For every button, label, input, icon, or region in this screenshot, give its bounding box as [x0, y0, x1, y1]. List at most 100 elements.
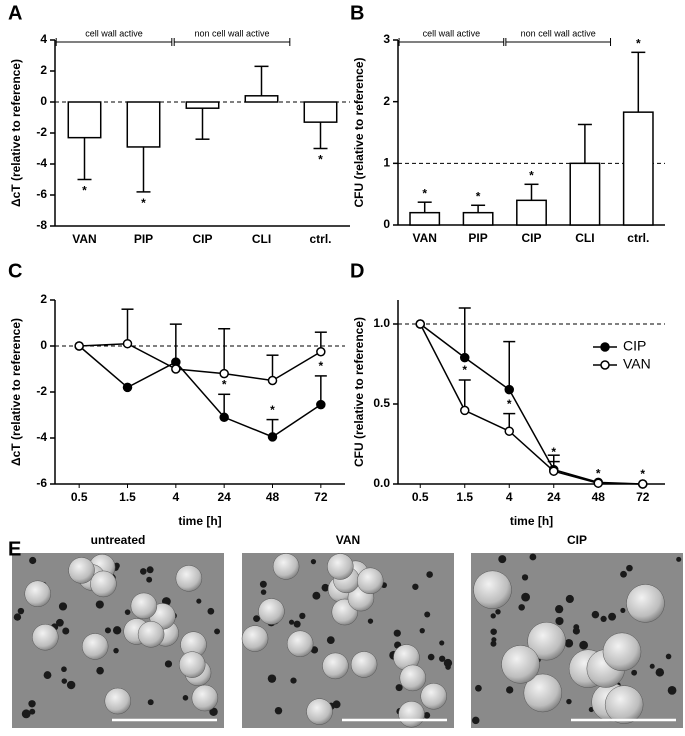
legend-label: VAN [623, 356, 651, 372]
x-tick-label: 0.5 [71, 490, 88, 504]
bar [569, 162, 601, 226]
cell [137, 621, 165, 648]
x-tick-label: CLI [252, 232, 271, 246]
pore [620, 570, 627, 578]
pore [112, 626, 122, 635]
cell [68, 557, 95, 584]
pore [43, 671, 52, 679]
marker [504, 384, 514, 395]
x-tick-label: CLI [575, 231, 594, 245]
y-tick-label: -6 [36, 187, 47, 201]
pore [472, 716, 480, 725]
significance: * [640, 467, 645, 481]
cell [501, 645, 540, 684]
significance: * [551, 445, 556, 459]
marker [316, 347, 326, 357]
x-tick-label: CIP [521, 231, 541, 245]
pore [17, 607, 25, 615]
x-tick-label: 24 [217, 490, 231, 504]
pore [626, 564, 633, 572]
group-label: cell wall active [423, 28, 481, 38]
bar [516, 199, 547, 226]
x-tick-label: ctrl. [627, 231, 649, 245]
pore [579, 640, 589, 650]
x-tick-label: 1.5 [456, 490, 473, 504]
legend-marker [600, 360, 610, 370]
x-tick-label: VAN [72, 232, 96, 246]
significance: * [318, 153, 323, 167]
x-tick-label: ctrl. [309, 232, 331, 246]
group-label: non cell wall active [521, 28, 596, 38]
cell [81, 633, 109, 660]
x-tick-label: 24 [547, 490, 561, 504]
pore [665, 653, 672, 660]
pore [326, 636, 335, 645]
panel-label: D [350, 260, 364, 282]
legend-marker [600, 342, 610, 352]
pore [600, 615, 607, 622]
x-tick-label: 4 [506, 490, 513, 504]
pore [61, 678, 68, 684]
pore [676, 556, 682, 562]
cell [327, 553, 354, 580]
pore [555, 616, 564, 626]
y-axis-title: CFU (relative to reference) [352, 317, 366, 467]
pore [427, 653, 435, 661]
y-tick-label: 0.5 [373, 396, 390, 410]
y-tick-label: 0 [383, 217, 390, 231]
marker [549, 466, 559, 476]
pore [139, 568, 147, 575]
pore [555, 605, 564, 614]
y-tick-label: -2 [36, 125, 47, 139]
y-tick-label: 4 [40, 32, 47, 46]
panel-label: B [350, 2, 364, 24]
pore [667, 686, 677, 695]
pore [445, 664, 451, 670]
panel-label: A [8, 2, 22, 24]
bar [303, 101, 338, 123]
cell [130, 592, 158, 620]
pore [147, 699, 154, 706]
pore [214, 628, 221, 635]
pore [491, 637, 497, 643]
y-tick-label: 0.0 [373, 476, 390, 490]
cell [90, 570, 117, 598]
series-line [79, 342, 322, 382]
pore [367, 618, 374, 624]
pore [565, 594, 574, 604]
pore [521, 574, 529, 581]
pore [146, 576, 153, 583]
cell [420, 683, 447, 710]
y-tick-label: 0 [40, 338, 47, 352]
marker [593, 478, 603, 488]
pore [439, 655, 446, 662]
marker [504, 426, 514, 436]
cell [191, 684, 219, 712]
pore [66, 680, 76, 690]
panel-label: C [8, 260, 22, 282]
pore [290, 677, 297, 684]
bar [126, 101, 161, 148]
pore [288, 619, 295, 625]
pore [113, 647, 119, 654]
significance: * [222, 377, 227, 391]
y-axis-title: ΔcT (relative to reference) [9, 318, 23, 466]
pore [620, 607, 626, 613]
x-tick-label: VAN [412, 231, 436, 245]
pore [572, 627, 580, 635]
bar [462, 211, 494, 226]
pore [591, 610, 600, 619]
cell [523, 673, 563, 713]
significance: * [270, 403, 275, 417]
marker [460, 352, 470, 363]
image-label: CIP [567, 533, 587, 547]
x-tick-label: 48 [266, 490, 280, 504]
pore [95, 600, 104, 609]
pore [423, 712, 431, 719]
pore [419, 628, 425, 634]
y-tick-label: -6 [36, 476, 47, 490]
pore [267, 674, 277, 683]
pore [412, 583, 419, 590]
bar [244, 95, 279, 103]
cell [602, 632, 642, 672]
